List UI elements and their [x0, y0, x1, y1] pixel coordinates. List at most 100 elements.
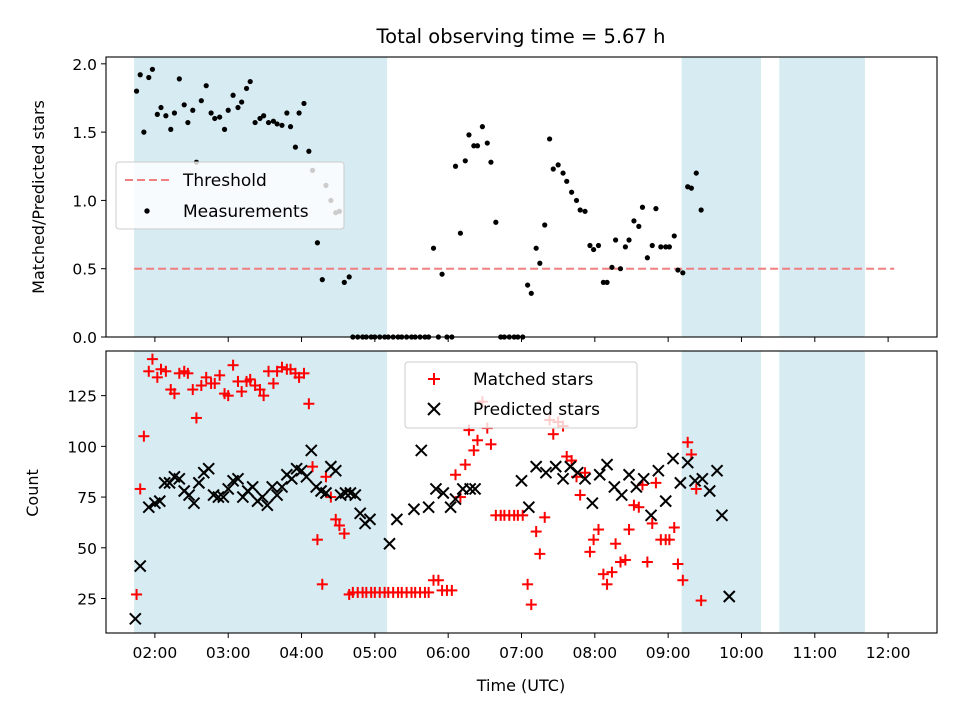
matched-star-point — [187, 384, 199, 396]
matched-star-point — [131, 588, 143, 600]
matched-star-point — [214, 369, 226, 381]
y-tick-label: 75 — [77, 489, 97, 507]
matched-star-point — [641, 556, 653, 568]
predicted-star-point — [715, 509, 729, 522]
measurement-point — [274, 121, 280, 127]
predicted-star-point — [644, 509, 658, 522]
top-panel: 0.00.51.01.52.0 Matched/Predicted stars … — [29, 56, 938, 347]
predicted-star-point — [329, 464, 342, 477]
x-tick-label: 07:00 — [499, 644, 544, 662]
predicted-star-point — [696, 472, 709, 486]
predicted-star-point — [265, 480, 279, 494]
predicted-star-point — [600, 458, 614, 471]
matched-star-point — [338, 528, 350, 540]
predicted-star-point — [659, 494, 672, 508]
shaded-interval-2 — [681, 351, 762, 633]
matched-star-point — [574, 489, 586, 501]
measurement-point — [270, 118, 277, 124]
measurement-point — [346, 274, 352, 280]
predicted-star-point — [187, 496, 201, 510]
measurement-point — [639, 204, 646, 210]
predicted-star-point — [256, 490, 269, 504]
measurement-point — [542, 222, 548, 228]
matched-star-point — [267, 377, 279, 389]
predicted-star-point — [407, 503, 421, 516]
measurement-point — [604, 279, 610, 285]
matched-star-point — [276, 361, 288, 373]
matched-star-point — [195, 379, 207, 391]
matched-star-point — [423, 586, 435, 598]
predicted-star-point — [674, 476, 687, 490]
measurement-point — [430, 245, 437, 251]
measurement-point — [471, 143, 477, 149]
measurement-point — [296, 110, 302, 116]
measurement-point — [146, 74, 152, 81]
measurement-point — [547, 136, 553, 142]
matched-star-point — [307, 461, 319, 473]
matched-star-point — [222, 390, 234, 402]
predicted-star-point — [275, 480, 289, 494]
matched-star-point — [530, 526, 542, 538]
measurement-point — [617, 266, 624, 272]
matched-star-point — [633, 501, 645, 513]
measurement-point — [287, 124, 294, 130]
matched-star-point — [522, 578, 534, 590]
measurement-point — [663, 244, 669, 250]
y-tick-label: 125 — [67, 388, 97, 406]
measurement-point — [279, 122, 285, 128]
matched-star-point — [200, 371, 212, 383]
predicted-star-point — [468, 482, 482, 496]
y-tick-label: 100 — [67, 438, 97, 456]
legend-matched-swatch — [428, 373, 440, 385]
x-tick-label: 04:00 — [279, 644, 324, 662]
matched-star-point — [650, 477, 662, 489]
predicted-star-point — [319, 486, 333, 500]
predicted-star-point — [529, 460, 543, 473]
matched-star-point — [539, 511, 551, 523]
y-tick-label: 1.0 — [72, 192, 97, 210]
predicted-star-point — [652, 464, 665, 477]
predicted-star-point — [593, 468, 606, 481]
predicted-star-point — [429, 482, 443, 496]
bottom-y-axis-label: Count — [23, 469, 42, 517]
matched-star-point — [534, 548, 546, 560]
predicted-star-point — [515, 474, 528, 488]
matched-star-point — [138, 430, 150, 442]
predicted-star-point — [703, 484, 716, 498]
predicted-star-point — [615, 488, 628, 502]
measurement-point — [609, 264, 615, 270]
matched-star-point — [168, 388, 180, 400]
matched-star-point — [330, 513, 342, 525]
legend-measurements-swatch — [144, 208, 150, 214]
predicted-star-point — [349, 488, 362, 502]
measurement-point — [555, 162, 561, 168]
measurement-point — [306, 148, 312, 154]
matched-star-point — [450, 469, 462, 481]
matched-star-point — [254, 384, 266, 396]
predicted-star-point — [173, 472, 186, 486]
measurement-point — [680, 270, 686, 276]
matched-star-point — [663, 534, 675, 546]
matched-star-point — [151, 371, 163, 383]
matched-star-point — [547, 428, 559, 440]
y-tick-label: 0.0 — [72, 329, 97, 347]
matched-star-point — [236, 386, 248, 398]
predicted-star-point — [578, 472, 592, 486]
shaded-interval-2 — [681, 57, 762, 337]
top-legend-box — [115, 161, 345, 230]
measurement-point — [225, 107, 231, 113]
measurement-point — [479, 124, 485, 130]
matched-star-point — [623, 524, 635, 536]
x-tick-label: 03:00 — [206, 644, 251, 662]
predicted-star-point — [231, 472, 245, 486]
matched-star-point — [143, 365, 155, 377]
measurement-point — [137, 72, 143, 78]
matched-star-point — [677, 574, 689, 586]
predicted-star-point — [415, 444, 428, 457]
measurement-point — [675, 267, 681, 273]
measurement-point — [190, 107, 196, 113]
measurement-point — [149, 66, 156, 72]
predicted-star-point — [556, 472, 570, 486]
predicted-star-point — [422, 501, 435, 514]
